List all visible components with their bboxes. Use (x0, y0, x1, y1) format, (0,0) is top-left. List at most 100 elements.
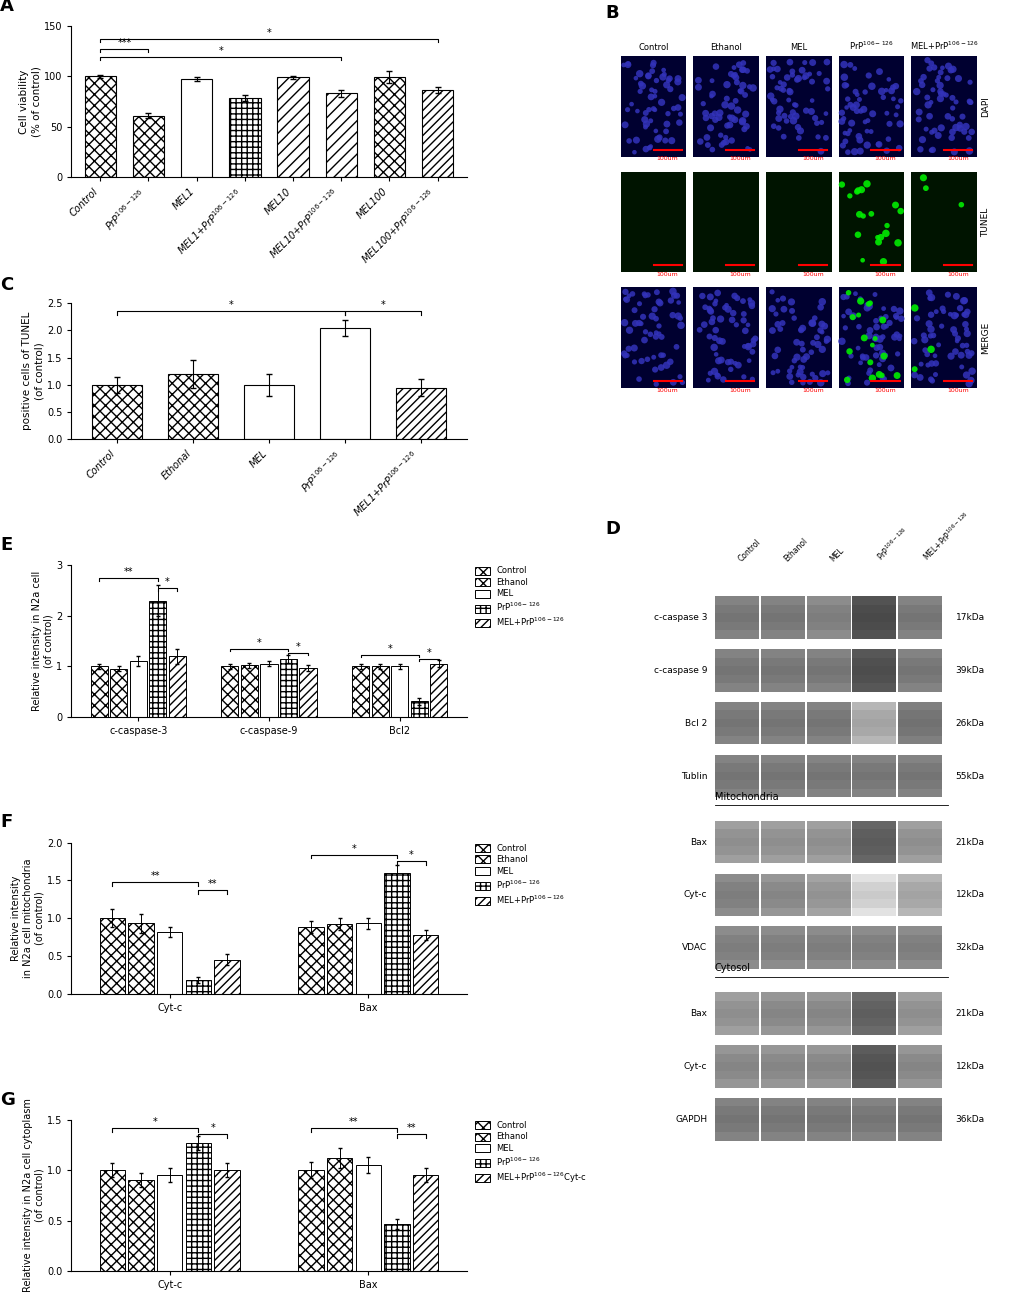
Circle shape (728, 359, 734, 364)
Bar (384, 873, 410, 994)
Circle shape (824, 371, 829, 375)
Bar (852, 658, 896, 667)
Bar (714, 1115, 758, 1123)
Circle shape (915, 117, 921, 122)
Bar (852, 613, 896, 621)
Circle shape (959, 114, 965, 119)
Bar (214, 1170, 239, 1271)
Circle shape (770, 353, 777, 359)
Circle shape (661, 137, 667, 144)
Circle shape (787, 298, 794, 306)
Circle shape (928, 148, 932, 153)
Bar (714, 1071, 758, 1079)
Circle shape (818, 119, 823, 125)
Text: 100um: 100um (947, 388, 968, 393)
Bar (806, 597, 850, 604)
Circle shape (886, 77, 891, 82)
Bar (714, 935, 758, 943)
Bar (852, 838, 896, 846)
Circle shape (768, 305, 775, 313)
Bar (898, 829, 942, 838)
Circle shape (801, 75, 806, 80)
Circle shape (845, 380, 850, 387)
Circle shape (845, 131, 850, 136)
Circle shape (847, 128, 851, 132)
Circle shape (915, 109, 922, 115)
Bar (806, 1106, 850, 1115)
Circle shape (871, 292, 876, 297)
Circle shape (961, 123, 969, 130)
Bar (221, 667, 238, 716)
Bar (852, 1045, 896, 1053)
Bar (714, 674, 758, 684)
Bar (760, 755, 804, 798)
Bar (760, 926, 804, 935)
Circle shape (723, 96, 729, 101)
Circle shape (882, 148, 890, 154)
Circle shape (793, 77, 800, 83)
Bar (760, 667, 804, 674)
Circle shape (853, 108, 859, 114)
Bar (898, 781, 942, 789)
Circle shape (956, 125, 963, 132)
Circle shape (948, 135, 954, 141)
Bar (356, 1165, 380, 1271)
Circle shape (875, 336, 882, 342)
Text: Bcl 2: Bcl 2 (684, 719, 706, 728)
Text: 55kDa: 55kDa (955, 772, 983, 781)
Text: ***: *** (117, 38, 131, 48)
Bar (806, 952, 850, 960)
Circle shape (966, 377, 974, 384)
Circle shape (954, 75, 961, 82)
Bar (898, 702, 942, 744)
Circle shape (923, 127, 927, 131)
Circle shape (713, 298, 717, 303)
Circle shape (816, 327, 822, 333)
Text: TUNEL: TUNEL (980, 208, 988, 236)
Circle shape (740, 60, 746, 66)
Circle shape (676, 119, 682, 126)
Circle shape (816, 71, 821, 77)
Bar (298, 927, 323, 994)
Circle shape (635, 320, 642, 326)
Text: 26kDa: 26kDa (955, 719, 983, 728)
Circle shape (868, 375, 875, 381)
Circle shape (794, 75, 801, 82)
Circle shape (811, 375, 817, 381)
Circle shape (886, 320, 892, 326)
Circle shape (940, 65, 944, 70)
Bar (422, 91, 452, 178)
Circle shape (706, 307, 712, 314)
Bar (852, 891, 896, 899)
Bar (898, 1132, 942, 1140)
Circle shape (859, 355, 865, 361)
Circle shape (779, 320, 785, 326)
Bar (852, 952, 896, 960)
Circle shape (622, 353, 628, 358)
Circle shape (875, 371, 881, 377)
Circle shape (963, 329, 970, 337)
Bar (806, 763, 850, 772)
Bar (852, 1062, 896, 1071)
Bar (806, 621, 850, 630)
Text: *: * (409, 851, 414, 860)
Bar (714, 702, 758, 711)
Circle shape (963, 309, 970, 315)
Bar (898, 667, 942, 674)
Circle shape (799, 374, 806, 380)
Circle shape (662, 362, 669, 368)
Circle shape (958, 202, 963, 208)
Circle shape (726, 122, 733, 128)
Bar (714, 648, 758, 691)
Text: 100um: 100um (874, 272, 896, 278)
Bar (806, 597, 850, 639)
Text: *: * (426, 648, 431, 659)
Bar (852, 735, 896, 744)
Bar (898, 943, 942, 952)
Circle shape (739, 66, 745, 73)
Circle shape (926, 326, 933, 333)
Bar (714, 1132, 758, 1140)
Circle shape (653, 381, 658, 387)
Circle shape (622, 289, 628, 294)
Circle shape (951, 331, 957, 337)
